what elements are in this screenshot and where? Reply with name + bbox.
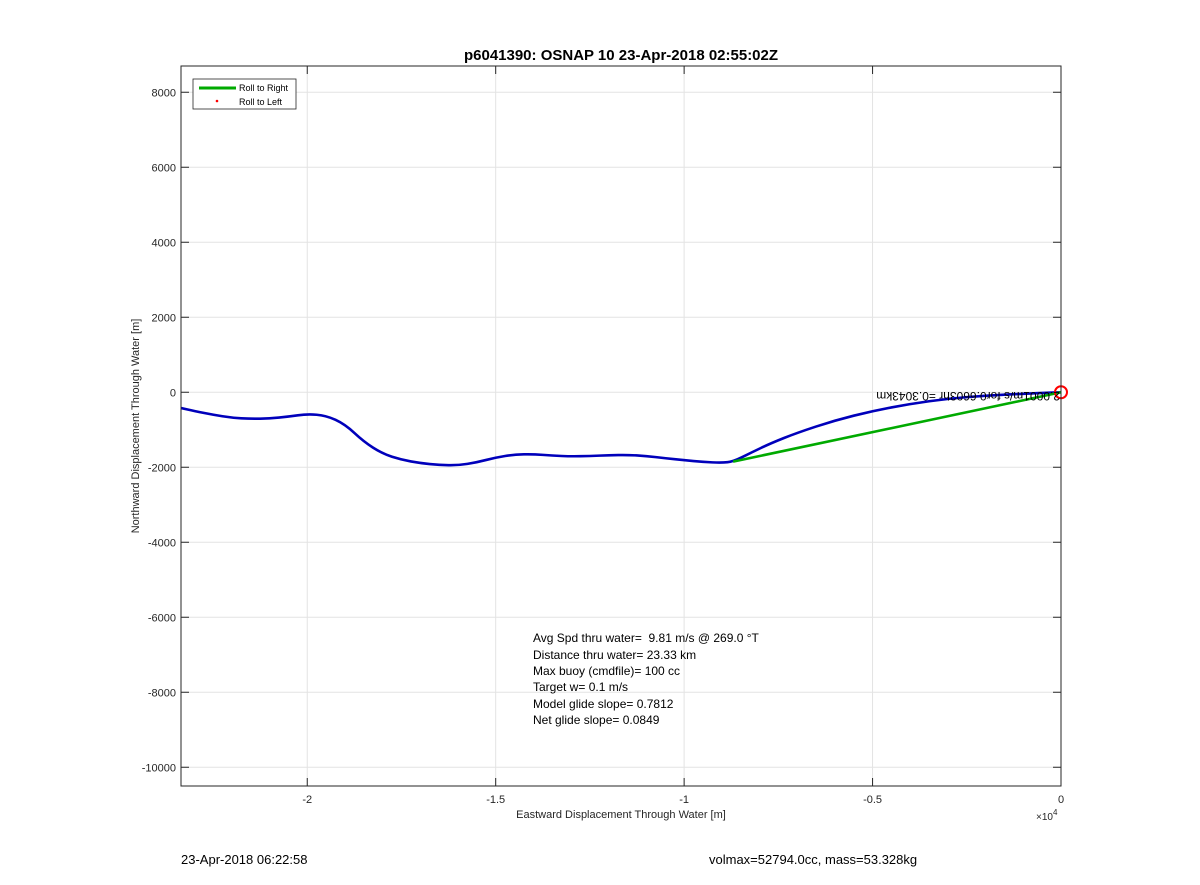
x-tick-label: -2 [302, 794, 312, 806]
x-tick-label: -1 [679, 794, 689, 806]
stat-model-glide-slope: Model glide slope= 0.7812 [533, 697, 674, 711]
y-axis-label: Northward Displacement Through Water [m] [130, 319, 142, 534]
y-tick-label: -10000 [142, 762, 176, 774]
legend: Roll to Right Roll to Left [192, 78, 297, 110]
y-tick-label: 8000 [152, 87, 176, 99]
stat-distance: Distance thru water= 23.33 km [533, 648, 696, 662]
x-tick-label: -1.5 [486, 794, 505, 806]
y-tick-label: 6000 [152, 162, 176, 174]
y-tick-label: 4000 [152, 237, 176, 249]
legend-box [192, 78, 297, 110]
y-tick-label: -6000 [148, 612, 176, 624]
series-roll-right-line [732, 390, 1062, 463]
plot-frame [180, 65, 1062, 787]
y-tick-label: -4000 [148, 537, 176, 549]
legend-roll-left-swatch [215, 99, 219, 103]
y-tick-label: 2000 [152, 312, 176, 324]
x-exponent-label: ×104 [1036, 808, 1058, 823]
plot-area [181, 66, 1061, 786]
chart-title: p6041390: OSNAP 10 23-Apr-2018 02:55:02Z [464, 47, 778, 64]
series-track-line [181, 390, 1061, 467]
y-tick-label: 0 [170, 387, 176, 399]
stat-net-glide-slope: Net glide slope= 0.0849 [533, 713, 660, 727]
flipped-annotation: 2.0001m/s for0.6603hr =0.3043km [876, 389, 1060, 403]
footer-summary: volmax=52794.0cc, mass=53.328kg [709, 852, 918, 867]
x-tick-label: -0.5 [863, 794, 882, 806]
footer-timestamp: 23-Apr-2018 06:22:58 [181, 852, 308, 867]
stat-max-buoy: Max buoy (cmdfile)= 100 cc [533, 664, 680, 678]
legend-roll-right-label: Roll to Right [239, 83, 289, 93]
stat-avg-speed: Avg Spd thru water= 9.81 m/s @ 269.0 °T [533, 631, 760, 645]
stat-target-w: Target w= 0.1 m/s [533, 680, 628, 694]
x-tick-label: 0 [1058, 794, 1064, 806]
stats-block: Avg Spd thru water= 9.81 m/s @ 269.0 °T … [533, 631, 760, 727]
y-tick-label: -8000 [148, 687, 176, 699]
legend-roll-left-label: Roll to Left [239, 97, 283, 107]
x-axis-label: Eastward Displacement Through Water [m] [516, 809, 726, 821]
y-tick-label: -2000 [148, 462, 176, 474]
axis-ticks: -2 -1.5 -1 -0.5 0 8000 6000 4000 2000 0 -2000 -4000… [142, 66, 1064, 806]
